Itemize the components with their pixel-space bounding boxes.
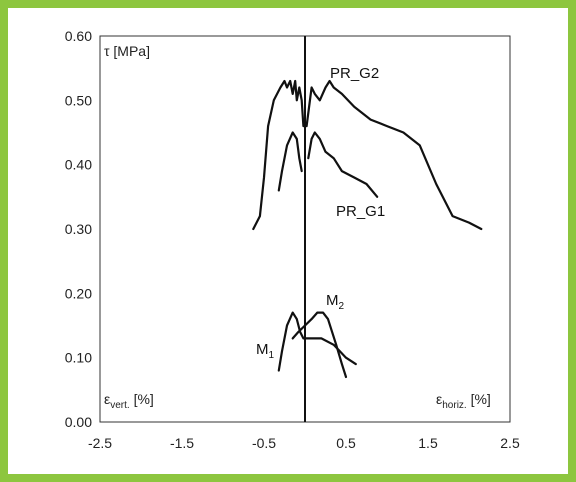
series-line-m1-5: [277, 311, 357, 372]
y-tick-label: 0.10: [65, 350, 92, 366]
x-tick-label: -2.5: [88, 435, 112, 451]
chart: 0.00 0.10 0.20 0.30 0.40 0.50 0.60 -2.5 -1.5 -0.…: [65, 28, 520, 451]
label-pr-g1: PR_G1: [336, 203, 385, 220]
chart-frame: 0.00 0.10 0.20 0.30 0.40 0.50 0.60 -2.5 -1.5 -0.…: [8, 8, 568, 474]
y-axis-label: τ [MPa]: [104, 43, 150, 59]
x-tick-label: 0.5: [336, 435, 356, 451]
series-line-m2-4: [291, 311, 348, 379]
label-m1-main: M: [256, 341, 269, 358]
label-m2-sub: 2: [339, 301, 345, 312]
x-tick-label: 2.5: [500, 435, 520, 451]
x-label-vertical: εvert. [%]: [104, 391, 154, 411]
y-tick-label: 0.20: [65, 285, 92, 301]
x-tick-label: 1.5: [418, 435, 438, 451]
x-label-horizontal: εhoriz. [%]: [436, 391, 491, 411]
x-tick-label: -1.5: [170, 435, 194, 451]
label-m1: M1: [256, 341, 275, 361]
series-line-pr-g2-1: [305, 79, 483, 231]
y-tick-label: 0.40: [65, 157, 92, 173]
y-tick-label: 0.00: [65, 414, 92, 430]
label-m2-main: M: [326, 292, 339, 309]
y-tick-label: 0.60: [65, 28, 92, 44]
y-tick-label: 0.50: [65, 92, 92, 108]
label-pr-g2: PR_G2: [330, 65, 379, 82]
y-tick-label: 0.30: [65, 221, 92, 237]
series-line-pr-g1-3: [307, 131, 379, 198]
label-m1-sub: 1: [269, 350, 275, 361]
x-tick-label: -0.5: [252, 435, 276, 451]
y-ticks: 0.00 0.10 0.20 0.30 0.40 0.50 0.60: [65, 28, 92, 430]
label-m2: M2: [326, 292, 345, 312]
x-ticks: -2.5 -1.5 -0.5 0.5 1.5 2.5: [88, 435, 520, 451]
series-line-pr-g2-0: [252, 79, 305, 231]
series-group: [252, 79, 483, 379]
series-line-pr-g1-2: [277, 131, 303, 192]
